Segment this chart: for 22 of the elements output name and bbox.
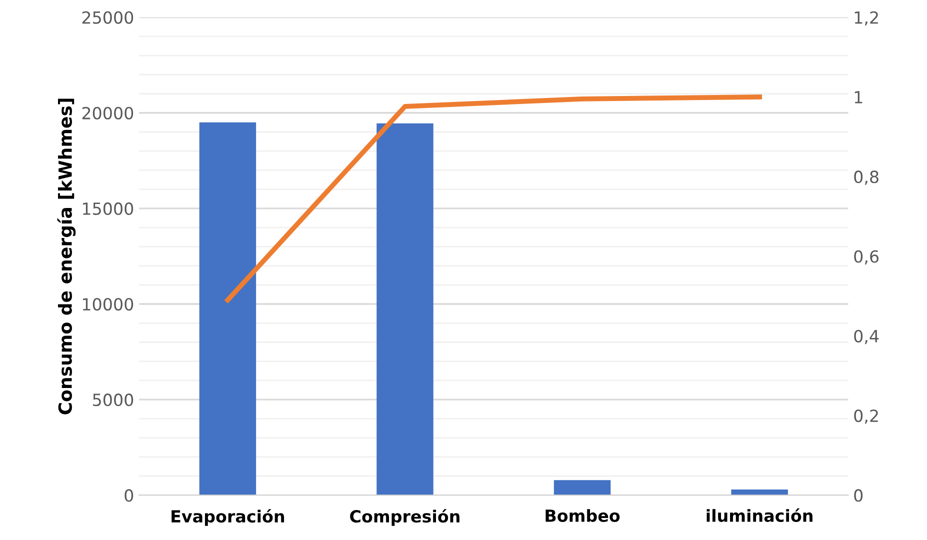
y-tick-label: 5000 bbox=[93, 394, 134, 406]
y2-tick-label: 0,2 bbox=[854, 409, 878, 424]
bar bbox=[376, 123, 434, 496]
y-tick-label: 25000 bbox=[82, 11, 134, 24]
y2-tick-label: 1 bbox=[854, 91, 862, 104]
y2-tick-label: 0,4 bbox=[854, 330, 879, 344]
x-tick-label: iluminación bbox=[706, 508, 812, 522]
y2-tick-label: 0 bbox=[854, 489, 863, 502]
x-tick-label: Compresión bbox=[350, 509, 460, 526]
y-tick-label: 0 bbox=[124, 489, 134, 502]
y-tick-label: 15000 bbox=[83, 202, 134, 216]
y2-tick-label: 0,8 bbox=[854, 170, 878, 185]
x-tick-label: Bombeo bbox=[546, 509, 620, 522]
x-tick-label: Evaporación bbox=[172, 509, 284, 526]
y-tick-label: 10000 bbox=[83, 298, 134, 311]
y2-tick-label: 1,2 bbox=[854, 11, 878, 26]
bar bbox=[199, 122, 256, 496]
y2-tick-label: 0,6 bbox=[854, 250, 879, 264]
line-series bbox=[225, 94, 762, 302]
y-tick-label: 20000 bbox=[82, 106, 134, 120]
bar bbox=[554, 480, 611, 496]
y-axis-title: Consumo de energía [kWhmes] bbox=[57, 98, 76, 414]
